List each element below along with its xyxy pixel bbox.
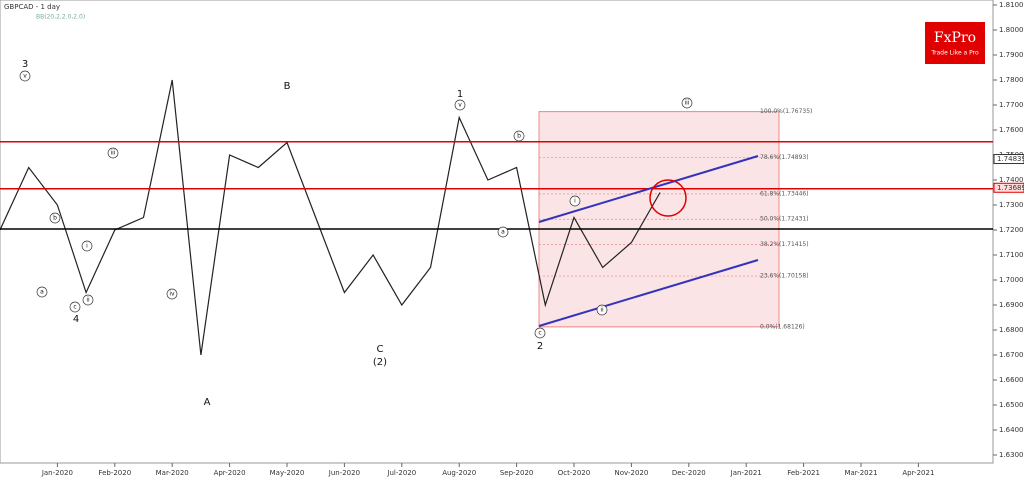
wave-label: 4: [73, 314, 79, 325]
channel-upper: [538, 155, 759, 223]
x-tick-label: Oct-2020: [558, 469, 590, 477]
price-tag-label: 1.73689: [997, 184, 1024, 192]
x-tick-label: Sep-2020: [500, 469, 534, 477]
wave-label: c: [73, 304, 76, 311]
y-tick-label: 1.65000: [999, 401, 1024, 409]
wave-marker: [497, 226, 509, 238]
x-tick-label: Jan-2021: [730, 469, 762, 477]
fib-label: 50.0%(1.72431): [760, 216, 809, 223]
y-tick-label: 1.68000: [999, 326, 1024, 334]
fib-label: 0.0%(1.68126): [760, 323, 805, 330]
x-tick-label: Dec-2020: [672, 469, 706, 477]
wave-label: (2): [373, 357, 387, 368]
x-tick-label: Apr-2021: [902, 469, 934, 477]
wave-label: 2: [537, 341, 543, 352]
y-tick-label: 1.77000: [999, 101, 1024, 109]
wave-label: A: [204, 397, 211, 408]
channel-lower: [538, 259, 759, 327]
brand: FxPro: [934, 30, 976, 46]
wave-label: iii: [684, 100, 689, 107]
chart-title: GBPCAD - 1 day: [4, 3, 60, 11]
y-tick-label: 1.67000: [999, 351, 1024, 359]
x-tick-label: Jul-2020: [386, 469, 416, 477]
wave-marker: [681, 97, 693, 109]
wave-marker: [82, 294, 94, 306]
wave-marker: [534, 327, 546, 339]
brand-box: [925, 22, 985, 64]
x-tick-label: Aug-2020: [442, 469, 476, 477]
y-tick-label: 1.74000: [999, 176, 1024, 184]
price-line: [0, 79, 661, 356]
wave-marker: [596, 304, 608, 316]
y-tick-label: 1.71000: [999, 251, 1024, 259]
fib-label: 100.0%(1.76735): [760, 108, 812, 115]
wave-label: i: [86, 243, 88, 250]
wave-label: i: [574, 198, 576, 205]
wave-label: a: [40, 289, 44, 296]
wave-label: ii: [86, 297, 90, 304]
price-tag-label: 1.74839: [997, 155, 1024, 163]
wave-label: c: [538, 330, 541, 337]
wave-marker: [166, 288, 178, 300]
y-tick-label: 1.81000: [999, 1, 1024, 9]
wave-marker: [569, 195, 581, 207]
indicator-label: BB(20,2,2.0,2.0): [36, 14, 85, 21]
wave-marker: [19, 70, 31, 82]
x-tick-label: Nov-2020: [614, 469, 648, 477]
wave-label: v: [23, 73, 27, 80]
y-tick-label: 1.69000: [999, 301, 1024, 309]
wave-label: b: [517, 133, 521, 140]
y-tick-label: 1.80000: [999, 26, 1024, 34]
wave-marker: [81, 240, 93, 252]
wave-marker: [49, 212, 61, 224]
x-tick-label: Jun-2020: [328, 469, 360, 477]
wave-marker: [36, 286, 48, 298]
wave-marker: [513, 130, 525, 142]
y-tick-label: 1.78000: [999, 76, 1024, 84]
price-tag: [993, 154, 1024, 165]
x-tick-label: Feb-2021: [787, 469, 820, 477]
y-tick-label: 1.72000: [999, 226, 1024, 234]
wave-label: ii: [600, 307, 604, 314]
x-tick-label: Jan-2020: [41, 469, 73, 477]
fib-label: 61.8%(1.73446): [760, 190, 809, 197]
y-tick-label: 1.73000: [999, 201, 1024, 209]
wave-label: C: [377, 344, 384, 355]
wave-marker: [454, 99, 466, 111]
brand-tagline: Trade Like a Pro: [930, 50, 979, 57]
fib-label: 23.6%(1.70158): [760, 273, 809, 280]
y-tick-label: 1.70000: [999, 276, 1024, 284]
y-tick-label: 1.64000: [999, 426, 1024, 434]
fib-label: 38.2%(1.71415): [760, 241, 809, 248]
y-tick-label: 1.66000: [999, 376, 1024, 384]
x-tick-label: Mar-2021: [844, 469, 877, 477]
wave-label: iv: [169, 291, 175, 298]
x-tick-label: May-2020: [270, 469, 305, 477]
price-tag: [993, 182, 1024, 193]
wave-label: iii: [110, 150, 115, 157]
wave-label: B: [284, 81, 291, 92]
wave-marker: [107, 147, 119, 159]
y-tick-label: 1.76000: [999, 126, 1024, 134]
wave-label: b: [53, 215, 57, 222]
wave-label: a: [501, 229, 505, 236]
highlight-circle: [649, 179, 687, 217]
wave-label: 1: [457, 89, 463, 100]
x-tick-label: Feb-2020: [98, 469, 131, 477]
y-tick-label: 1.79000: [999, 51, 1024, 59]
wave-marker: [69, 301, 81, 313]
y-tick-label: 1.63000: [999, 451, 1024, 459]
x-tick-label: Apr-2020: [214, 469, 246, 477]
x-tick-label: Mar-2020: [156, 469, 189, 477]
plot-frame: [0, 0, 994, 464]
wave-label: v: [458, 102, 462, 109]
fib-label: 78.6%(1.74893): [760, 154, 809, 161]
wave-label: 3: [22, 59, 28, 70]
